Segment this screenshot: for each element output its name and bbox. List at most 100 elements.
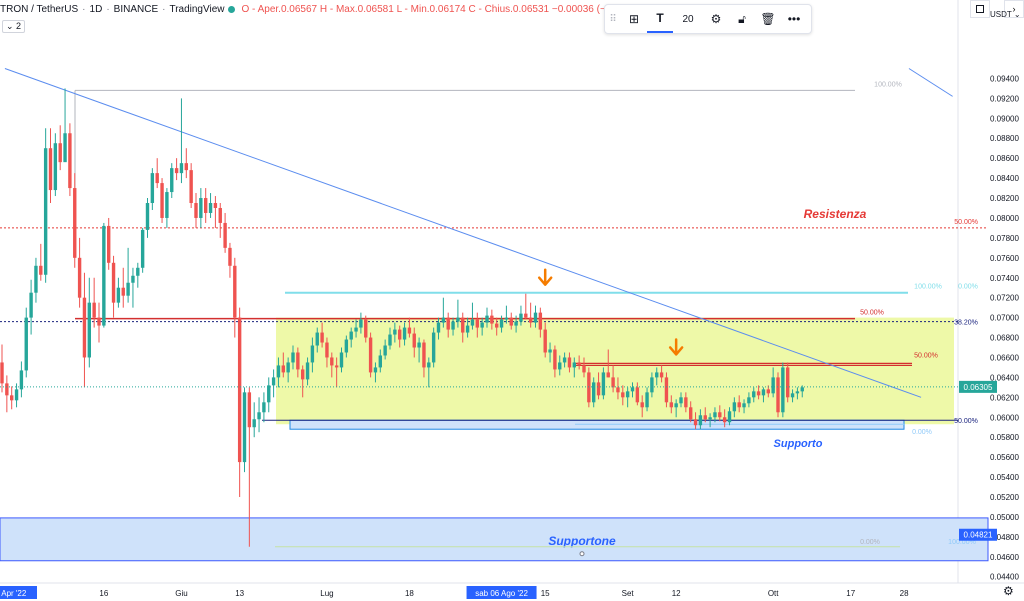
candle-body xyxy=(781,367,785,413)
y-tick-label: 0.07800 xyxy=(990,234,1019,243)
y-tick-label: 0.08600 xyxy=(990,154,1019,163)
candle-body xyxy=(645,392,649,408)
last-price-badge xyxy=(959,380,997,393)
currency-selector[interactable]: USDT ⌄ xyxy=(990,10,1021,19)
fib-level-label: 50.00% xyxy=(860,310,884,317)
small-square-icon xyxy=(976,5,984,13)
y-tick-label: 0.07400 xyxy=(990,274,1019,283)
candle-body xyxy=(165,192,169,218)
interval-label[interactable]: 1D xyxy=(89,3,103,15)
chart-legend: TRON / TetherUS · 1D · BINANCE · Trading… xyxy=(0,3,638,15)
y-tick-label: 0.08400 xyxy=(990,174,1019,183)
text-tool-icon[interactable]: T xyxy=(647,5,673,33)
candle-body xyxy=(5,383,9,396)
y-tick-label: 0.09400 xyxy=(990,74,1019,83)
candle-body xyxy=(204,198,208,213)
candle-body xyxy=(713,412,717,418)
y-tick-label: 0.07600 xyxy=(990,254,1019,263)
template-icon[interactable]: ⊞ xyxy=(628,12,640,26)
resistance-label: Resistenza xyxy=(804,207,867,221)
candle-body xyxy=(92,302,96,318)
candle-body xyxy=(262,402,266,413)
candle-body xyxy=(140,229,145,268)
axis-settings-icon[interactable]: ⚙ xyxy=(1003,584,1014,598)
candle-body xyxy=(718,412,722,418)
candle-body xyxy=(708,417,712,420)
y-tick-label: 0.05400 xyxy=(990,473,1019,482)
candle-body xyxy=(572,362,576,368)
candle-body xyxy=(126,282,130,296)
scroll-up-button[interactable] xyxy=(970,0,990,18)
x-tick-label: 17 xyxy=(846,589,855,598)
y-tick-label: 0.09000 xyxy=(990,114,1019,123)
font-size-select[interactable]: 20 xyxy=(682,13,694,25)
indicator-count: 2 xyxy=(16,21,22,31)
candle-body xyxy=(703,415,707,420)
y-tick-label: 0.04600 xyxy=(990,553,1019,562)
candle-body xyxy=(635,387,640,403)
candle-body xyxy=(34,265,38,293)
candle-body xyxy=(524,313,528,318)
candle-body xyxy=(606,372,610,378)
candle-body xyxy=(548,349,552,353)
candle-body xyxy=(393,329,397,335)
candle-body xyxy=(761,389,766,396)
candle-body xyxy=(756,391,761,396)
candle-body xyxy=(189,170,193,204)
x-tick-label: 28 xyxy=(900,589,909,598)
candle-body xyxy=(373,367,378,373)
y-tick-label: 0.05600 xyxy=(990,453,1019,462)
indicator-collapse-button[interactable]: ⌄ 2 xyxy=(2,20,26,33)
candle-body xyxy=(58,143,62,163)
candle-body xyxy=(271,377,276,386)
x-tick-label: 13 xyxy=(235,589,244,598)
candle-body xyxy=(107,225,111,263)
candle-body xyxy=(43,148,48,275)
drag-handle-icon[interactable]: ⠿ xyxy=(609,13,617,25)
drawing-toolbar: ⠿ ⊞ T 20 ⚙ 🔓︎ 🗑︎ ••• xyxy=(604,4,812,34)
candle-body xyxy=(296,352,300,370)
candle-body xyxy=(533,312,538,323)
more-options-icon[interactable]: ••• xyxy=(787,12,801,26)
candle-body xyxy=(543,329,547,353)
candle-body xyxy=(320,332,324,343)
candle-body xyxy=(383,345,387,356)
down-arrow-icon xyxy=(668,338,684,356)
candle-body xyxy=(82,297,87,358)
chevron-down-icon: ⌄ xyxy=(1011,10,1021,19)
candle-body xyxy=(39,265,43,275)
support-label: Supporto xyxy=(774,438,823,450)
y-tick-label: 0.06400 xyxy=(990,373,1019,382)
candle-body xyxy=(431,332,436,363)
y-tick-label: 0.08800 xyxy=(990,134,1019,143)
candle-body xyxy=(237,317,242,463)
candle-body xyxy=(150,173,155,204)
candle-body xyxy=(412,333,416,348)
candle-body xyxy=(276,365,281,378)
fib-level-label: 50.00% xyxy=(954,418,978,425)
candle-body xyxy=(689,407,693,420)
candle-body xyxy=(422,342,426,368)
candle-body xyxy=(693,419,698,426)
candle-body xyxy=(334,365,339,368)
candle-body xyxy=(218,207,222,223)
symbol-label[interactable]: TRON / TetherUS xyxy=(0,3,79,15)
candle-body xyxy=(247,392,252,428)
trash-icon[interactable]: 🗑︎ xyxy=(760,12,776,26)
settings-gear-icon[interactable]: ⚙ xyxy=(710,12,722,26)
candle-body xyxy=(402,327,407,340)
chevron-right-icon: › xyxy=(1012,4,1016,14)
lock-icon[interactable]: 🔓︎ xyxy=(738,11,746,26)
candle-body xyxy=(752,391,756,398)
marker-price-badge xyxy=(959,528,997,541)
candle-body xyxy=(213,203,218,208)
candle-body xyxy=(674,403,678,408)
candle-body xyxy=(14,389,19,401)
candle-body xyxy=(19,370,24,390)
candle-body xyxy=(475,319,479,328)
candle-body xyxy=(562,357,567,363)
candle-body xyxy=(538,312,543,330)
candle-body xyxy=(184,163,188,171)
